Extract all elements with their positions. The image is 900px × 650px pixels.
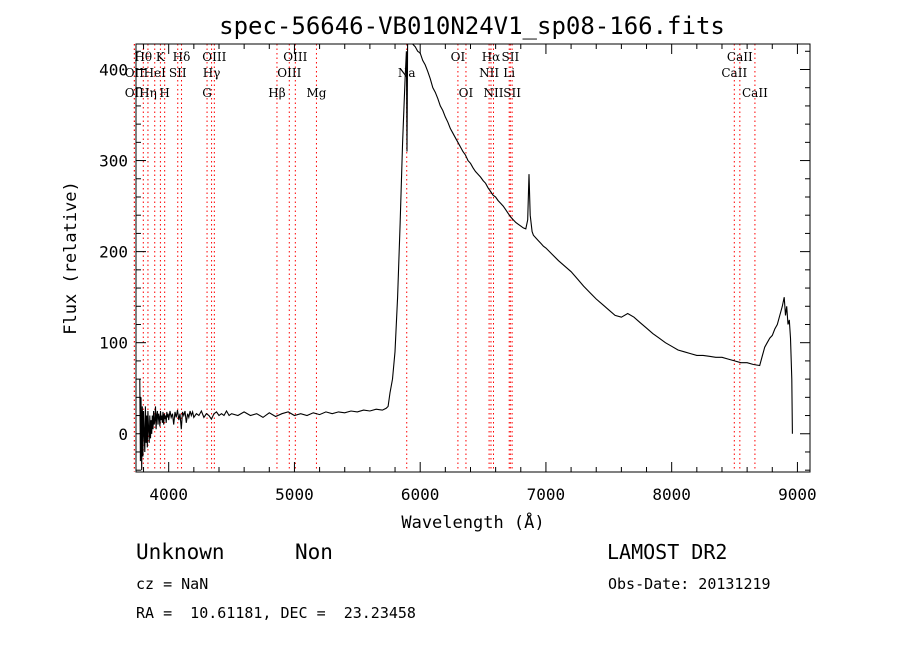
line-label: CaII bbox=[721, 66, 747, 80]
y-axis-ticks: 0 100 200 300 400 bbox=[99, 50, 810, 471]
x-axis-label: Wavelength (Å) bbox=[401, 511, 544, 533]
line-label: CaII bbox=[727, 50, 753, 64]
line-label: HeI bbox=[144, 66, 167, 80]
line-label: SII bbox=[169, 66, 187, 80]
line-label: H bbox=[159, 86, 169, 100]
obs-date: Obs-Date: 20131219 bbox=[608, 575, 771, 593]
y-tick-label: 100 bbox=[99, 334, 128, 353]
line-label: Hθ bbox=[134, 50, 152, 64]
line-label: Hα bbox=[482, 50, 501, 64]
x-tick-label: 5000 bbox=[275, 485, 314, 504]
line-label: SII bbox=[501, 50, 519, 64]
y-tick-label: 400 bbox=[99, 60, 128, 79]
line-label: SII bbox=[503, 86, 521, 100]
plot-frame bbox=[135, 43, 811, 473]
line-label: Li bbox=[503, 66, 515, 80]
line-label: OI bbox=[451, 50, 466, 64]
y-tick-label: 300 bbox=[99, 152, 128, 171]
line-label: NII bbox=[479, 66, 499, 80]
line-label: G bbox=[202, 86, 212, 100]
survey-label: LAMOST DR2 bbox=[607, 540, 728, 564]
spectral-line-markers bbox=[133, 44, 756, 472]
line-label: K bbox=[156, 50, 166, 64]
line-label: Hβ bbox=[268, 86, 285, 100]
subclass-label: Non bbox=[295, 540, 333, 564]
x-tick-label: 7000 bbox=[527, 485, 566, 504]
class-label: Unknown bbox=[136, 540, 225, 564]
line-label: OIII bbox=[277, 66, 301, 80]
y-tick-label: 0 bbox=[118, 425, 128, 444]
line-label: Mg bbox=[306, 86, 326, 100]
line-label: Hγ bbox=[203, 66, 221, 80]
line-label: Hη bbox=[139, 86, 157, 100]
line-label: Hδ bbox=[173, 50, 191, 64]
coordinates: RA = 10.61181, DEC = 23.23458 bbox=[136, 604, 416, 622]
spectrum-line bbox=[139, 43, 793, 471]
chart-title: spec-56646-VB010N24V1_sp08-166.fits bbox=[219, 12, 725, 40]
line-label: OIII bbox=[202, 50, 226, 64]
line-label: NII bbox=[484, 86, 504, 100]
line-label: OI bbox=[459, 86, 474, 100]
x-tick-label: 8000 bbox=[652, 485, 691, 504]
cz-value: cz = NaN bbox=[136, 575, 209, 593]
line-label: CaII bbox=[742, 86, 768, 100]
y-axis-label: Flux (relative) bbox=[61, 181, 81, 335]
x-tick-label: 4000 bbox=[149, 485, 188, 504]
x-tick-label: 6000 bbox=[401, 485, 440, 504]
x-tick-label: 9000 bbox=[778, 485, 817, 504]
line-label: OIII bbox=[283, 50, 307, 64]
y-tick-label: 200 bbox=[99, 243, 128, 262]
line-label: OII bbox=[125, 86, 145, 100]
x-axis-ticks: 4000 5000 6000 7000 8000 9000 bbox=[143, 44, 817, 504]
